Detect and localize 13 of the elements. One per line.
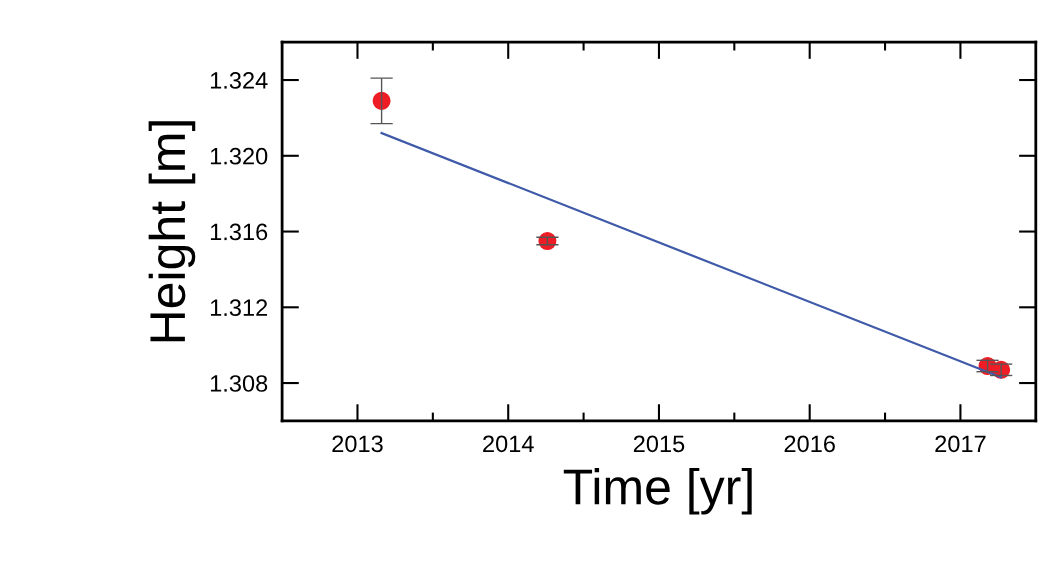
x-axis-title: Time [yr]	[563, 467, 752, 515]
x-tick-label: 2017	[935, 435, 986, 453]
y-tick-label: 1.308	[210, 375, 268, 392]
x-tick-label: 2016	[784, 435, 835, 453]
x-tick-label: 2015	[633, 435, 685, 453]
y-tick-label: 1.320	[210, 147, 268, 165]
point	[372, 91, 391, 110]
y-tick-label: 1.312	[210, 299, 268, 317]
y-tick-label: 1.316	[210, 223, 268, 241]
y-tick-label: 1.324	[210, 72, 268, 89]
y-axis-title: Height [m]	[148, 121, 196, 342]
x-tick-label: 2014	[483, 435, 534, 453]
x-tick-label: 2013	[332, 435, 383, 453]
